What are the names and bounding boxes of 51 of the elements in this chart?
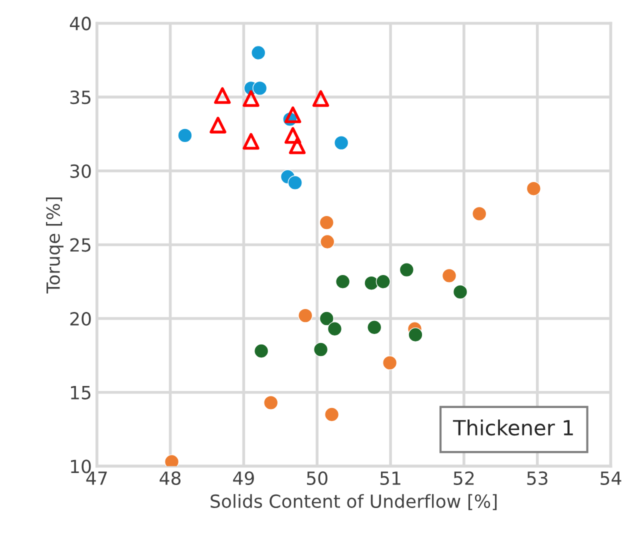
point	[178, 128, 192, 143]
point	[319, 311, 334, 326]
point	[408, 327, 423, 342]
y-tick-label: 10	[71, 460, 91, 474]
point	[376, 274, 390, 289]
point	[334, 136, 349, 150]
point	[312, 90, 330, 107]
y-tick-label: 40	[70, 16, 91, 30]
point	[210, 116, 226, 134]
point	[452, 284, 468, 300]
point	[284, 127, 302, 144]
point	[298, 308, 313, 323]
y-tick-label: 25	[70, 238, 90, 252]
y-tick-label: 15	[71, 386, 90, 400]
point	[364, 276, 379, 290]
y-axis-title: Toruqe [%]	[46, 198, 64, 294]
point	[442, 268, 457, 284]
point	[288, 175, 302, 190]
point	[284, 106, 302, 124]
point	[526, 181, 541, 196]
point	[313, 342, 328, 357]
point	[242, 90, 260, 107]
y-tick-label: 30	[70, 164, 91, 178]
x-tick-label: 48	[160, 471, 181, 486]
annotation: Thickener 1	[452, 419, 573, 436]
x-tick-label: 47	[86, 472, 107, 485]
y-tick-label: 35	[70, 90, 90, 104]
point	[254, 344, 269, 358]
x-tick-label: 51	[380, 472, 400, 486]
point	[264, 395, 278, 410]
point	[327, 322, 342, 336]
x-tick-label: 53	[527, 471, 548, 486]
point	[336, 274, 350, 289]
y-tick-label: 20	[70, 312, 91, 326]
point	[382, 356, 398, 370]
x-axis-title: Solids Content of Underflow [%]	[210, 494, 497, 510]
point	[320, 234, 335, 250]
x-tick-label: 52	[454, 471, 474, 486]
x-tick-label: 49	[233, 471, 254, 486]
point	[214, 87, 231, 104]
x-tick-label: 50	[307, 471, 328, 486]
point	[242, 133, 260, 150]
point	[324, 407, 340, 422]
point	[288, 137, 306, 154]
point	[252, 80, 268, 96]
point	[399, 262, 414, 278]
x-tick-label: 54	[600, 472, 622, 486]
point	[472, 206, 487, 221]
point	[319, 215, 334, 230]
point	[367, 320, 382, 335]
point	[251, 45, 266, 60]
